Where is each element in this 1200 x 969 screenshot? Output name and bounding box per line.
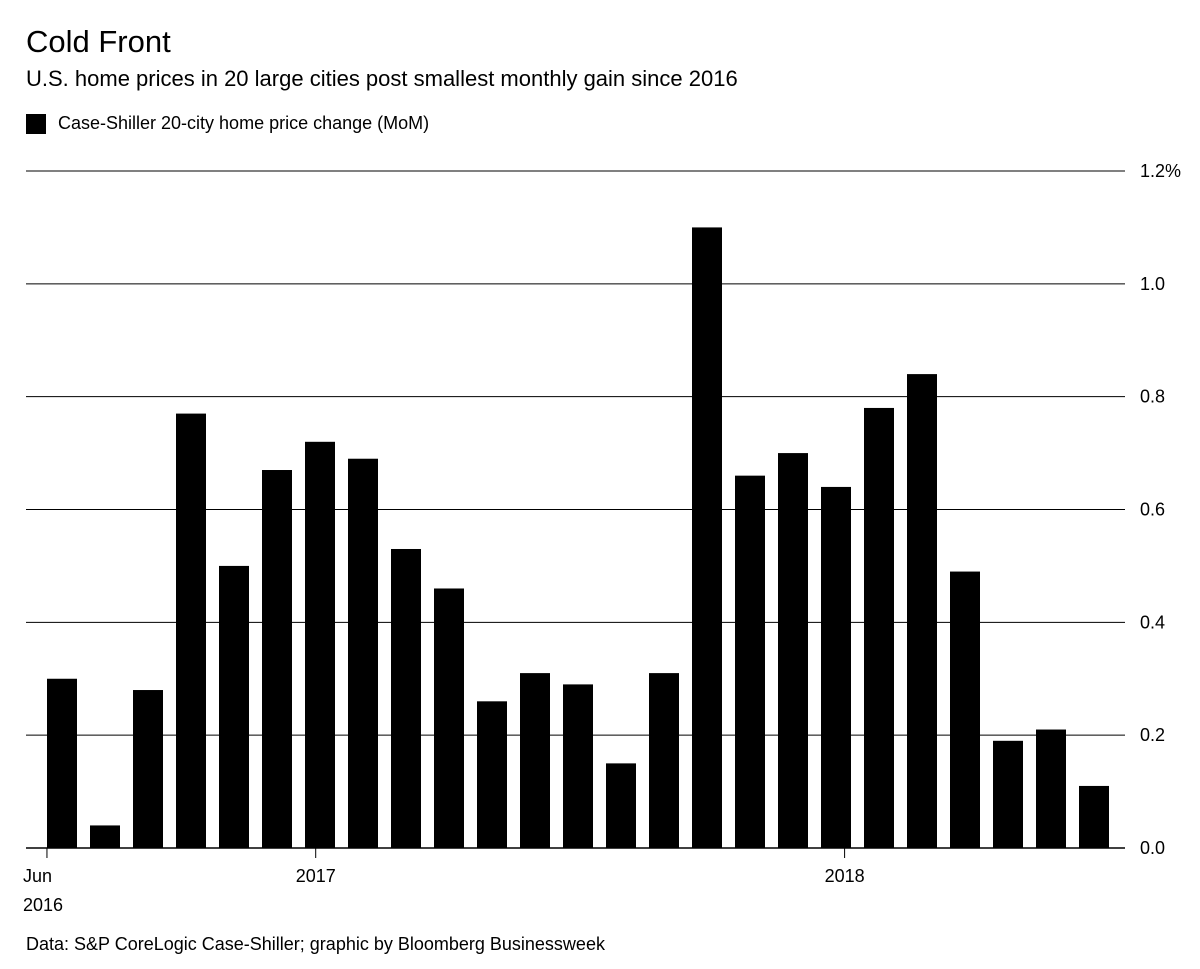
x-tick-label: 2018	[825, 866, 865, 886]
bar	[219, 565, 249, 848]
chart-title: Cold Front	[26, 24, 171, 59]
y-tick-label: 0.2	[1140, 725, 1165, 745]
x-tick-label: 2017	[296, 866, 336, 886]
bar	[950, 571, 980, 848]
bar	[434, 588, 464, 848]
bar	[1036, 729, 1066, 848]
bar	[133, 690, 163, 848]
bar	[305, 441, 335, 848]
bar	[864, 407, 894, 848]
y-tick-label: 0.0	[1140, 838, 1165, 858]
y-tick-label: 1.0	[1140, 274, 1165, 294]
bar	[47, 678, 77, 848]
legend: Case-Shiller 20-city home price change (…	[26, 113, 429, 134]
bar	[262, 470, 292, 848]
bar	[907, 374, 937, 848]
bar	[1079, 785, 1109, 848]
chart-subtitle: U.S. home prices in 20 large cities post…	[26, 66, 738, 91]
bar	[735, 475, 765, 848]
bar	[520, 673, 550, 848]
bar	[90, 825, 120, 848]
x-tick-label: Jun	[23, 866, 52, 886]
bar	[692, 227, 722, 848]
legend-label: Case-Shiller 20-city home price change (…	[58, 113, 430, 133]
bar	[391, 548, 421, 848]
bar	[778, 453, 808, 848]
bar	[993, 740, 1023, 848]
bar	[477, 701, 507, 848]
bar	[563, 684, 593, 848]
y-tick-label: 0.8	[1140, 387, 1165, 407]
bar	[821, 486, 851, 848]
source-note: Data: S&P CoreLogic Case-Shiller; graphi…	[26, 934, 605, 954]
bar	[649, 673, 679, 848]
y-tick-label: 1.2%	[1140, 161, 1181, 181]
bar	[176, 413, 206, 848]
legend-swatch	[26, 113, 46, 134]
bar	[348, 458, 378, 848]
bar	[606, 763, 636, 848]
y-tick-label: 0.6	[1140, 500, 1165, 520]
x-tick-label-year: 2016	[23, 895, 63, 915]
y-tick-label: 0.4	[1140, 612, 1165, 632]
